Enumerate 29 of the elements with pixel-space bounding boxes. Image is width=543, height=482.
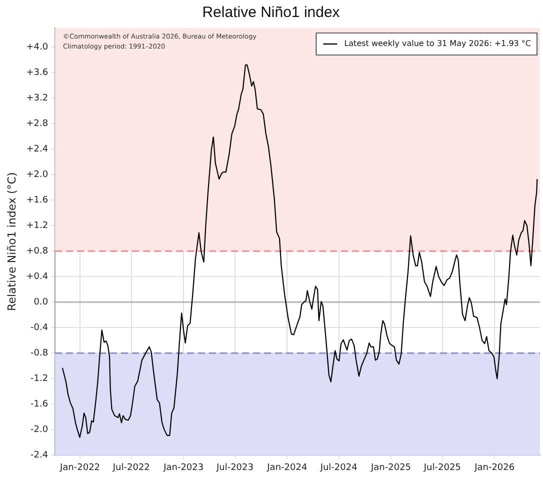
y-tick-label: -2.0 [30, 425, 48, 436]
y-tick-label: +0.8 [26, 246, 48, 257]
x-tick-label: Jan-2022 [59, 462, 100, 473]
y-tick-label: +0.4 [26, 272, 48, 282]
x-tick-label: Jan-2026 [474, 462, 515, 473]
x-tick-label: Jan-2024 [266, 462, 308, 473]
x-tick-label: Jul-2025 [422, 462, 461, 473]
y-tick-label: 0.0 [34, 298, 48, 308]
y-axis-title: Relative Niño1 index (°C) [5, 172, 18, 311]
y-tick-label: +3.2 [26, 93, 48, 104]
x-tick-label: Jul-2022 [112, 462, 150, 473]
y-tick-label: -0.8 [30, 348, 48, 359]
x-tick-label: Jul-2024 [319, 462, 358, 473]
x-tick-label: Jan-2025 [370, 462, 412, 473]
y-tick-label: +2.0 [26, 170, 48, 180]
x-tick-label: Jul-2023 [215, 462, 254, 473]
y-tick-label: -1.6 [30, 400, 48, 410]
y-tick-label: +3.6 [26, 68, 48, 78]
y-tick-label: -0.4 [30, 323, 48, 334]
y-tick-label: +1.2 [26, 221, 48, 232]
y-tick-label: -2.4 [30, 450, 48, 461]
legend-label: Latest weekly value to 31 May 2026: +1.93 °C [344, 39, 532, 48]
x-tick-label: Jan-2023 [162, 462, 204, 473]
y-tick-label: +4.0 [26, 42, 48, 52]
y-tick-label: +1.6 [26, 196, 48, 206]
y-tick-label: +2.4 [26, 144, 48, 154]
chart-title: Relative Niño1 index [202, 4, 340, 22]
y-tick-label: -1.2 [30, 374, 48, 384]
y-tick-label: +2.8 [26, 118, 48, 129]
